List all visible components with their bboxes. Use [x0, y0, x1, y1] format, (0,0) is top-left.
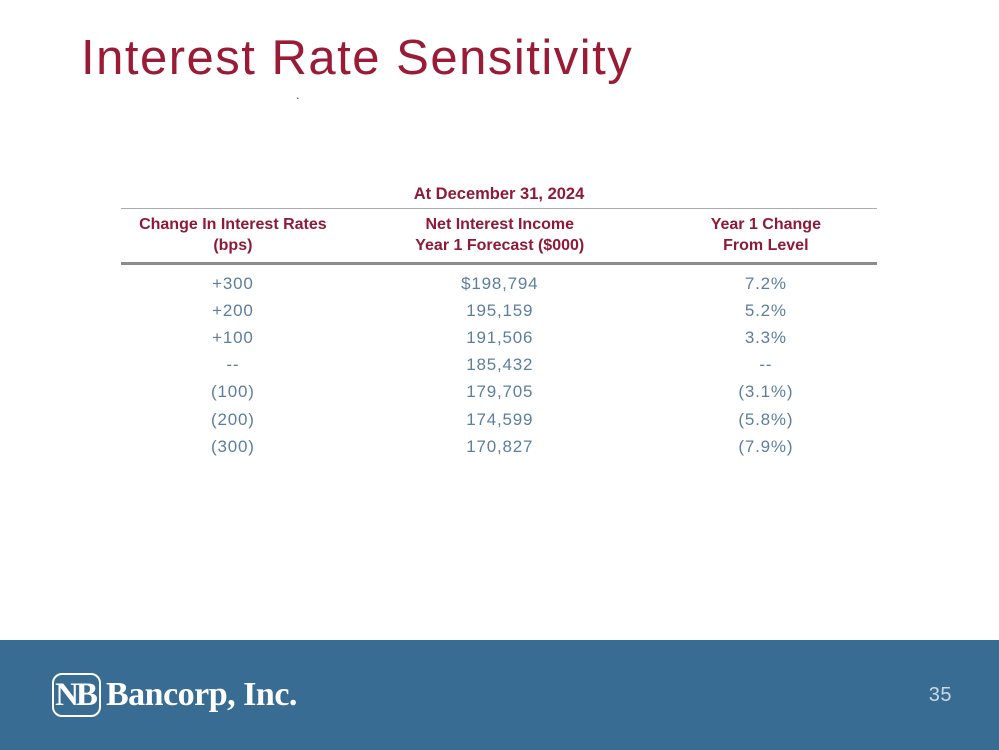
table-row: +200 195,159 5.2% — [121, 297, 877, 324]
column-header-line2: From Level — [723, 237, 809, 254]
column-header-line2: (bps) — [213, 237, 253, 254]
table-row: +300 $198,794 7.2% — [121, 270, 877, 297]
cell-year1-change: 5.2% — [744, 300, 787, 320]
column-header-net-interest-income: Net Interest Income Year 1 Forecast ($00… — [345, 214, 655, 256]
column-header-line1: Net Interest Income — [425, 216, 574, 233]
cell-rate-change: -- — [226, 355, 240, 375]
table-row: (100) 179,705 (3.1%) — [121, 379, 877, 406]
cell-net-interest-income: 195,159 — [466, 300, 534, 320]
column-header-line1: Change In Interest Rates — [139, 216, 327, 233]
slide-title: Interest Rate Sensitivity — [81, 31, 634, 85]
nb-logo-frame: NB — [52, 673, 101, 717]
cell-net-interest-income: $198,794 — [461, 273, 539, 293]
cell-rate-change: +300 — [212, 273, 254, 293]
nb-wordmark: Bancorp, Inc. — [106, 676, 297, 713]
cell-rate-change: +100 — [212, 327, 254, 347]
column-header-line1: Year 1 Change — [710, 216, 821, 233]
cell-net-interest-income: 179,705 — [466, 382, 534, 402]
stray-dot: . — [296, 87, 300, 102]
table-body: +300 $198,794 7.2% +200 195,159 5.2% +10… — [121, 265, 877, 460]
cell-rate-change: (300) — [211, 436, 255, 456]
cell-year1-change: 3.3% — [744, 327, 787, 347]
cell-net-interest-income: 191,506 — [466, 327, 534, 347]
column-header-rate-change: Change In Interest Rates (bps) — [121, 214, 345, 256]
footer-bar: NB Bancorp, Inc. 35 — [0, 640, 999, 750]
page-number: 35 — [928, 683, 952, 706]
table-row: +100 191,506 3.3% — [121, 324, 877, 351]
nb-bancorp-logo: NB Bancorp, Inc. — [52, 640, 297, 750]
table-row: -- 185,432 -- — [121, 352, 877, 379]
cell-year1-change: -- — [759, 355, 773, 375]
table-row: (300) 170,827 (7.9%) — [121, 433, 877, 460]
cell-year1-change: (5.8%) — [738, 409, 794, 429]
interest-rate-sensitivity-table: At December 31, 2024 Change In Interest … — [121, 185, 877, 460]
cell-year1-change: (7.9%) — [738, 436, 794, 456]
cell-year1-change: 7.2% — [744, 273, 787, 293]
cell-net-interest-income: 185,432 — [466, 355, 534, 375]
cell-rate-change: +200 — [212, 300, 254, 320]
table-caption: At December 31, 2024 — [121, 185, 877, 209]
nb-monogram: NB — [55, 676, 98, 713]
cell-net-interest-income: 174,599 — [466, 409, 534, 429]
cell-rate-change: (100) — [211, 382, 255, 402]
cell-year1-change: (3.1%) — [738, 382, 794, 402]
table-row: (200) 174,599 (5.8%) — [121, 406, 877, 433]
column-header-line2: Year 1 Forecast ($000) — [415, 237, 585, 254]
table-header-row: Change In Interest Rates (bps) Net Inter… — [121, 209, 877, 265]
cell-net-interest-income: 170,827 — [466, 436, 534, 456]
cell-rate-change: (200) — [211, 409, 255, 429]
column-header-year1-change: Year 1 Change From Level — [655, 214, 877, 256]
